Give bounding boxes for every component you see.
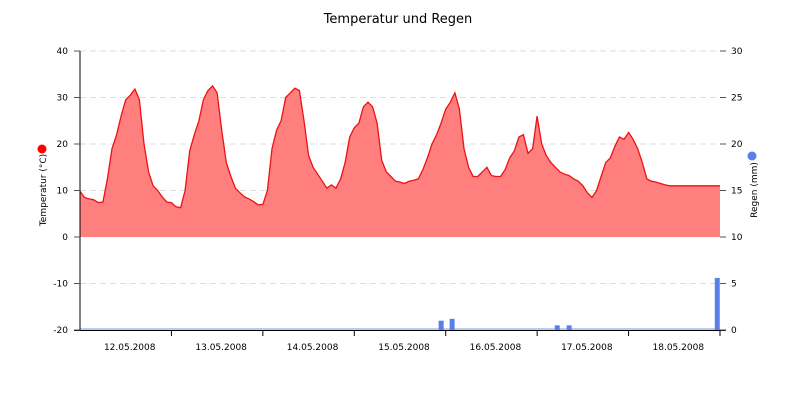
rain-bar (554, 325, 560, 330)
left-tick-label: 40 (57, 47, 69, 57)
x-tick-label: 13.05.2008 (195, 343, 247, 353)
temperature-area (79, 84, 720, 238)
x-axis-ticks: 12.05.2008 13.05.2008 14.05.2008 15.05.2008… (104, 330, 721, 353)
x-tick-label: 18.05.2008 (653, 343, 705, 353)
right-tick-label: 5 (731, 280, 737, 290)
temperature-legend-dot-icon (37, 144, 47, 154)
x-tick-label: 12.05.2008 (104, 343, 156, 353)
right-tick-label: 0 (731, 326, 737, 336)
right-tick-label: 25 (731, 94, 742, 104)
left-axis-title: Temperatur (°C) (39, 154, 49, 227)
right-axis-ticks: 30 25 20 15 10 5 0 (720, 47, 743, 336)
rain-bar (438, 320, 444, 330)
right-tick-label: 15 (731, 187, 742, 197)
left-tick-label: -10 (53, 280, 68, 290)
left-tick-label: 30 (57, 94, 69, 104)
x-tick-label: 14.05.2008 (287, 343, 339, 353)
left-tick-label: 10 (57, 187, 69, 197)
rain-bar (714, 277, 720, 330)
left-tick-label: 20 (57, 140, 69, 150)
rain-bar (566, 325, 572, 330)
left-axis-ticks: 40 30 20 10 0 -10 -20 (53, 47, 80, 336)
left-tick-label: -20 (53, 326, 68, 336)
x-tick-label: 16.05.2008 (470, 343, 522, 353)
left-tick-label: 0 (62, 233, 68, 243)
right-tick-label: 20 (731, 140, 743, 150)
rain-bar (449, 318, 455, 330)
rain-legend-dot-icon (747, 151, 757, 161)
right-tick-label: 10 (731, 233, 743, 243)
x-tick-label: 17.05.2008 (561, 343, 613, 353)
rain-bars (80, 277, 720, 330)
x-tick-label: 15.05.2008 (378, 343, 430, 353)
right-tick-label: 30 (731, 47, 743, 57)
chart-title: Temperatur und Regen (323, 12, 473, 27)
right-axis-title: Regen (mm) (750, 162, 760, 218)
